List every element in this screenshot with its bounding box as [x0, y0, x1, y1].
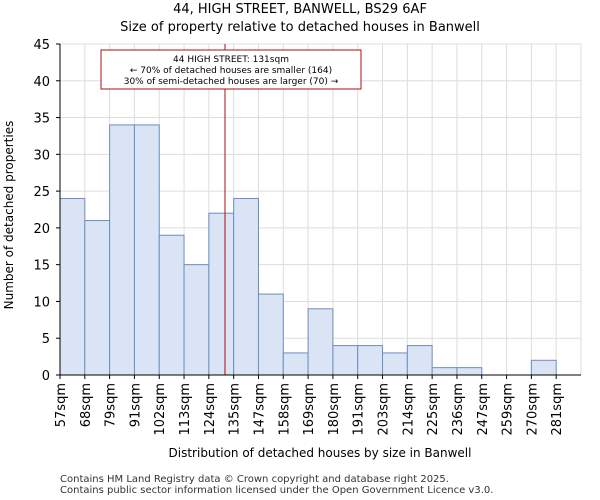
y-tick-label: 35 — [33, 112, 50, 127]
bar-147sqm — [257, 293, 284, 376]
bar-169sqm — [307, 308, 334, 376]
bar-236sqm — [456, 367, 483, 376]
bar-79sqm — [109, 124, 135, 376]
bar-180sqm — [332, 345, 359, 376]
x-axis-label: Distribution of detached houses by size … — [169, 446, 472, 460]
annotation-line-1: 44 HIGH STREET: 131sqm — [173, 55, 289, 65]
x-tick-label: 158sqm — [277, 383, 292, 436]
bar-191sqm — [357, 345, 384, 376]
bar-270sqm — [530, 359, 557, 376]
x-tick-label: 214sqm — [401, 383, 416, 436]
x-tick-label: 180sqm — [327, 383, 342, 436]
bar-135sqm — [233, 197, 259, 376]
bar-68sqm — [84, 220, 111, 376]
x-tick-label: 236sqm — [451, 383, 466, 436]
bar-203sqm — [382, 352, 408, 376]
y-tick-label: 30 — [33, 148, 50, 163]
bar-214sqm — [406, 345, 433, 376]
x-tick-label: 68sqm — [79, 383, 94, 427]
annotation-line-3: 30% of semi-detached houses are larger (… — [124, 77, 339, 87]
x-tick-label: 259sqm — [501, 383, 516, 436]
x-tick-label: 147sqm — [252, 383, 267, 436]
x-tick-label: 79sqm — [104, 383, 119, 427]
y-tick-label: 10 — [33, 295, 50, 310]
bar-57sqm — [59, 197, 86, 376]
y-tick-label: 40 — [33, 75, 50, 90]
footer-line-1: Contains HM Land Registry data © Crown c… — [60, 474, 449, 485]
annotation-box: 44 HIGH STREET: 131sqm ← 70% of detached… — [100, 49, 362, 90]
x-tick-label: 191sqm — [352, 383, 367, 436]
x-tick-label: 270sqm — [525, 383, 540, 436]
y-tick-label: 0 — [42, 369, 50, 384]
y-tick-label: 20 — [33, 222, 50, 237]
x-tick-label: 281sqm — [550, 383, 565, 436]
bars — [59, 124, 557, 376]
x-tick-label: 247sqm — [476, 383, 491, 436]
footer-line-2: Contains public sector information licen… — [60, 485, 494, 496]
bar-225sqm — [431, 367, 458, 376]
y-ticks: 0 5 10 15 20 25 30 35 40 45 — [33, 38, 60, 384]
y-tick-label: 25 — [33, 185, 50, 200]
x-tick-label: 124sqm — [203, 383, 218, 436]
x-tick-label: 57sqm — [54, 383, 69, 427]
annotation-line-2: ← 70% of detached houses are smaller (16… — [130, 66, 332, 76]
bar-124sqm — [208, 212, 235, 376]
y-tick-label: 5 — [42, 332, 50, 347]
histogram-chart: 0 5 10 15 20 25 30 35 40 45 57sqm 68sqm 79sqm 91sqm 1… — [2, 38, 582, 460]
x-tick-label: 135sqm — [228, 383, 243, 436]
bar-91sqm — [133, 124, 160, 376]
bar-158sqm — [282, 352, 309, 376]
y-tick-label: 45 — [33, 38, 50, 53]
y-tick-label: 15 — [33, 259, 50, 274]
x-ticks: 57sqm 68sqm 79sqm 91sqm 102sqm 113sqm 124sqm 13… — [54, 375, 565, 436]
x-tick-label: 91sqm — [128, 383, 143, 427]
x-tick-label: 102sqm — [153, 383, 168, 436]
x-tick-label: 203sqm — [377, 383, 392, 436]
chart-title: 44, HIGH STREET, BANWELL, BS29 6AF — [173, 2, 427, 17]
x-tick-label: 169sqm — [302, 383, 317, 436]
axes — [59, 44, 581, 376]
y-axis-label: Number of detached properties — [2, 121, 16, 310]
chart-subtitle: Size of property relative to detached ho… — [120, 20, 480, 35]
bar-102sqm — [158, 234, 185, 376]
x-tick-label: 113sqm — [178, 383, 193, 436]
x-tick-label: 225sqm — [426, 383, 441, 436]
bar-113sqm — [183, 264, 210, 376]
